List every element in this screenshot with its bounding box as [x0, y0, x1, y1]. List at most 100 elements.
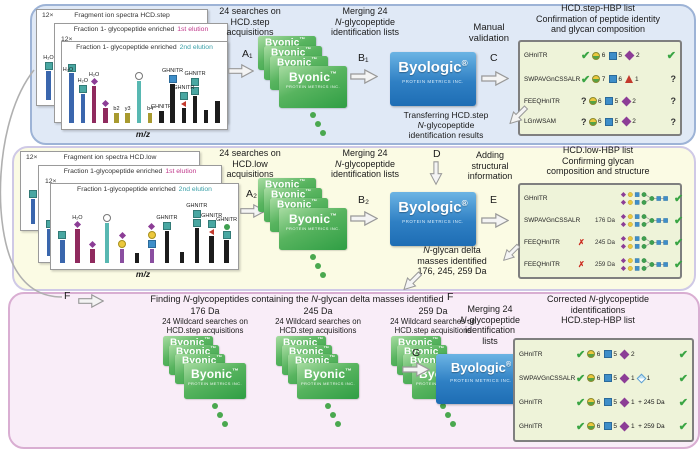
peak-marker-sqT: [179, 92, 188, 101]
delta-mass-label: 176 Da: [595, 216, 615, 224]
feedback-connector-curve: [0, 69, 63, 298]
peak-marker-sqB: [168, 75, 177, 84]
step-c-label: C: [490, 52, 498, 64]
ellipsis-dot: [221, 421, 228, 427]
spectrum-peak: [115, 206, 130, 263]
peak-marker-dia: [73, 220, 81, 228]
peak-marker-triR: [181, 101, 187, 108]
peak-marker-cirY: [118, 239, 127, 248]
check-icon: ✔: [678, 348, 688, 361]
check-icon: ✔: [674, 192, 684, 205]
glycan-neuac-symbol: [621, 116, 632, 127]
peak-marker-dotG: [223, 224, 230, 231]
spectrum-peak: [174, 206, 189, 263]
search-count-label: 24 searches on HCD.step acquisitions: [219, 6, 281, 38]
peak-marker-sqT: [191, 86, 200, 95]
byologic-logo: Byologic®: [450, 360, 512, 375]
peak-marker-dia: [88, 240, 96, 248]
spectrum-peak: b2: [111, 64, 122, 123]
glycopeptide-row: GHnITR ✔ 6 5 1 + 245 Da ✔: [519, 396, 688, 409]
question-icon: ?: [581, 116, 587, 127]
byonic-card-front: Byonic™Protein Metrics Inc.: [279, 66, 347, 108]
peptide-label: GHnITR: [519, 398, 543, 406]
check-icon: ✔: [674, 214, 684, 227]
check-icon: ✔: [576, 348, 586, 361]
check-icon: ✔: [678, 372, 688, 385]
byonic-card-front: Byonic™Protein Metrics Inc.: [279, 208, 347, 250]
question-icon: ?: [581, 96, 587, 107]
ellipsis-dot: [444, 412, 451, 418]
adding-structural-label: Adding structural information: [467, 150, 513, 182]
peptide-label: GHnITR: [519, 422, 543, 430]
step-f-label: F: [447, 291, 454, 303]
peak-marker-sqT: [44, 62, 53, 71]
ellipsis-dot: [439, 403, 446, 409]
peak-marker-dia: [101, 99, 109, 107]
glycan-hex-symbol: [587, 422, 596, 430]
byologic-logo: Byologic®: [398, 59, 468, 76]
question-icon: ?: [670, 96, 677, 107]
glycan-hexnac-symbol: [605, 117, 614, 126]
ellipsis-dot: [324, 403, 331, 409]
arrow-down-left-icon: [403, 271, 423, 291]
spectrum-multiplier: 12×: [26, 154, 38, 161]
question-icon: ?: [670, 116, 677, 127]
peak-marker-sqT: [207, 219, 216, 228]
delta-259-label: 259 Da: [418, 306, 448, 316]
spectrum-peak: GHNITR: [162, 64, 183, 123]
delta-176-label: 176 Da: [190, 306, 220, 316]
peak-marker-sqT: [58, 231, 67, 240]
hcd-step-hbp-title: HCD.step-HBP list Confirmation of peptid…: [535, 3, 661, 35]
question-icon: ?: [670, 74, 677, 85]
glycopeptide-row: FEEQHnITR? 6 5 2?: [524, 96, 677, 107]
peak-marker-cirY: [147, 230, 156, 239]
arrow-right-icon: [228, 63, 254, 79]
glycan-neuac-symbol: [621, 96, 632, 107]
byonic-card-front: Byonic™Protein Metrics Inc.: [297, 363, 359, 399]
step-a2-label: A₂: [246, 188, 258, 200]
spectrum-peak: [66, 63, 77, 123]
merging-label: Merging 24 N-glycopeptide identification l…: [330, 148, 400, 180]
peak-marker-triR: [209, 228, 215, 235]
wildcard-search-label: 24 Wildcard searches on HCD.step acquisi…: [275, 317, 361, 336]
spectra-box-elution2: Fraction 1-glycopeptide enriched 2nd elut…: [50, 183, 239, 270]
spectrum-title: Fraction 1- glycopeptide enriched 2nd elu…: [76, 44, 213, 51]
spectrum-bars: [25, 176, 41, 224]
glycopeptide-row: LGnWSAM? 6 5 2?: [524, 116, 677, 127]
glycan-hexnac-symbol: [603, 422, 612, 430]
spectrum-peak: GHNITR: [201, 206, 222, 263]
spectrum-bars: H₂O H₂O b2 y3 b4 GHNITR GHNITR GHNITR GHNITR: [66, 63, 223, 123]
glycan-hex-symbol: [587, 374, 596, 382]
glycopeptide-structure-row: FEEQHnITR ✗ 245 Da ✔: [524, 234, 683, 251]
peak-marker-cirO: [134, 71, 143, 80]
check-icon: ✔: [678, 396, 688, 409]
hcd-low-hbp-list: GHnITR ✔ SWPAVGnCSSALR 176 Da ✔ FEEQHnITR ✗ 245…: [518, 183, 684, 279]
peptide-label: SWPAVGnCSSALR: [524, 216, 581, 224]
step-f-label: F: [64, 290, 71, 302]
arrow-right-icon: [350, 210, 378, 227]
byologic-box: Byologic® Protein Metrics Inc.: [436, 354, 526, 404]
elution2-label: 2nd elution: [178, 186, 212, 193]
glycan-unk-symbol: [636, 373, 647, 383]
x-mark-icon: ✗: [578, 259, 585, 269]
step-d-label: D: [433, 148, 441, 160]
arrow-down-icon: [429, 161, 443, 186]
spectrum-peak: GHNITR: [186, 203, 207, 263]
spectrum-peak: H₂O: [41, 36, 56, 100]
spectrum-multiplier: 12×: [45, 178, 57, 185]
ellipsis-dot: [309, 112, 316, 118]
spectrum-peak: [133, 64, 144, 123]
ellipsis-dot: [216, 412, 223, 418]
spectrum-peak: [212, 64, 223, 123]
spectrum-title: Fraction 1-glycopeptide enriched 2nd elut…: [77, 186, 212, 193]
ellipsis-dot: [334, 421, 341, 427]
delta-245-label: 245 Da: [303, 306, 333, 316]
mz-axis-label: m/z: [135, 269, 151, 279]
spectrum-multiplier: 12×: [42, 12, 54, 19]
wildcard-search-label: 24 Wildcard searches on HCD.step acquisi…: [390, 317, 476, 336]
glycan-structure: [620, 257, 668, 271]
glycopeptide-row: GHnITR ✔ 6 5 1 + 259 Da ✔: [519, 420, 688, 433]
check-icon: ✔: [576, 372, 586, 385]
byologic-box: Byologic® Protein Metrics Inc.: [390, 52, 476, 106]
spectrum-peak: [100, 64, 111, 123]
